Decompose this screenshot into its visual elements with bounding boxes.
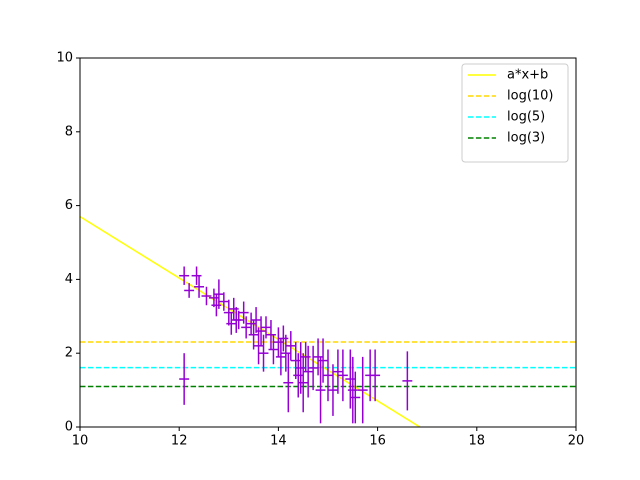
y-tick-label: 10 <box>56 51 73 66</box>
x-tick-label: 20 <box>568 434 585 449</box>
axes-frame <box>79 57 577 428</box>
x-tick-label: 16 <box>369 434 386 449</box>
legend: a*x+b log(10) log(5) log(3) <box>461 63 569 163</box>
legend-label: log(10) <box>507 89 554 104</box>
x-tick-label: 10 <box>72 434 89 449</box>
plot-area <box>80 216 576 427</box>
axes: 10 12 14 16 18 20 0 2 4 6 8 10 <box>56 51 584 449</box>
x-tick-label: 14 <box>270 434 287 449</box>
y-tick-label: 4 <box>65 272 73 287</box>
x-tick-label: 12 <box>171 434 188 449</box>
legend-label: a*x+b <box>507 68 548 83</box>
legend-label: log(3) <box>507 131 545 146</box>
legend-label: log(5) <box>507 110 545 125</box>
y-tick-label: 8 <box>65 124 73 139</box>
y-tick-label: 2 <box>65 346 73 361</box>
y-tick-label: 6 <box>65 198 73 213</box>
x-tick-label: 18 <box>469 434 486 449</box>
y-tick-label: 0 <box>65 420 73 435</box>
